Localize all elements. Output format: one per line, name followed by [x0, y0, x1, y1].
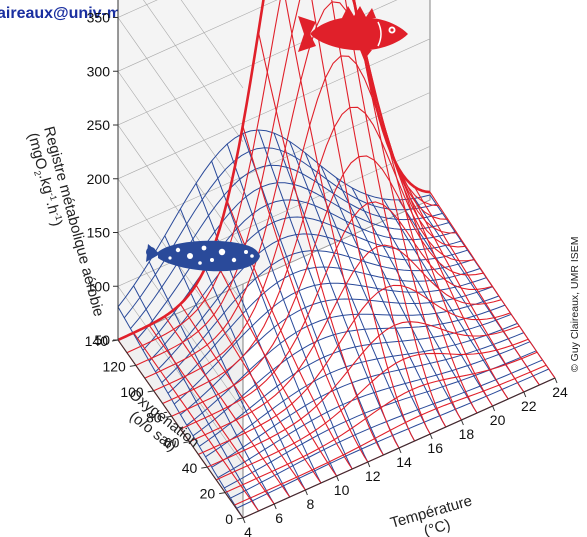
z-tick-label: 350 [87, 10, 111, 26]
blue-surface-temperature-line [320, 165, 447, 428]
red-surface-temperature-line [331, 0, 431, 435]
x-tick-label: 10 [334, 482, 350, 498]
x-tick-mark [523, 391, 527, 398]
red-surface-temperature-line [148, 324, 275, 505]
blue-surface-temperature-line [226, 143, 353, 470]
y-tick-label: 40 [182, 460, 198, 476]
y-tick-mark [129, 364, 136, 367]
x-tick-mark [398, 447, 402, 454]
x-tick-labels: 4 6 8 10 12 14 16 18 20 22 24 [242, 377, 568, 537]
red-surface-temperature-line [413, 186, 540, 386]
z-gridline [143, 0, 244, 142]
red-surface-temperature-line [398, 168, 525, 393]
y-tick-label: 140 [85, 333, 109, 349]
x-tick-label: 16 [427, 440, 443, 456]
red-surface-temperature-line [242, 125, 369, 463]
flatfish-icon [146, 240, 260, 272]
red-surface-temperature-line [344, 0, 447, 428]
blue-surface-temperature-line [382, 198, 509, 400]
z-tick-label: 250 [87, 117, 111, 133]
x-tick-label: 18 [459, 426, 475, 442]
blue-surface-temperature-line [164, 235, 291, 498]
y-tick-label: 60 [164, 435, 180, 451]
x-tick-mark [367, 461, 371, 468]
y-tick-label: 100 [120, 384, 144, 400]
z-tick-label: 50 [94, 332, 110, 348]
x-tick-label: 8 [307, 496, 315, 512]
y-tick-mark [183, 441, 190, 444]
oxygenation-axis [117, 339, 244, 519]
red-surface-ridge [117, 0, 431, 342]
red-surface-temperature-line [311, 0, 416, 442]
z-axis-label-line1: Registre métabolique aérobie [40, 125, 107, 319]
y-tick-mark [219, 492, 226, 495]
red-surface-temperature-line [133, 332, 260, 512]
blue-surface-temperature-line [257, 129, 384, 456]
x-tick-mark [304, 489, 308, 496]
z-gridline [180, 0, 244, 89]
z-tick-label: 100 [87, 278, 111, 294]
y-tick-label: 20 [200, 486, 216, 502]
red-surface-temperature-line [211, 252, 338, 477]
copyright-credit: © Guy Claireaux, UMR ISEM [569, 236, 581, 372]
blue-surface-temperature-line [335, 177, 462, 421]
y-tick-label: 120 [102, 358, 126, 374]
x-tick-label: 24 [552, 384, 568, 400]
y-tick-mark [201, 466, 208, 469]
x-tick-label: 12 [365, 468, 381, 484]
x-tick-label: 6 [275, 510, 283, 526]
x-tick-mark [273, 503, 277, 510]
x-tick-label: 4 [244, 524, 252, 537]
red-surface-temperature-line [429, 191, 556, 379]
x-tick-mark [554, 377, 558, 384]
z-tick-labels: 50100150200250300350400450 [87, 10, 118, 348]
blue-surface-temperature-line [148, 261, 275, 505]
x-axis-label: Température (°C) [388, 492, 474, 537]
x-axis-label-line2: (°C) [422, 516, 452, 537]
y-tick-mark [111, 339, 119, 342]
x-tick-mark [429, 433, 433, 440]
z-tick-label: 300 [87, 63, 111, 79]
z-tick-label: 150 [87, 225, 111, 241]
y-tick-label: 80 [146, 409, 162, 425]
red-surface-temperature-line [257, 31, 384, 456]
blue-surface-temperature-line [242, 133, 369, 463]
y-tick-label: 0 [225, 511, 233, 527]
red-surface-temperature-line [382, 130, 509, 400]
x-tick-mark [242, 517, 246, 524]
red-surface-temperature-line [285, 0, 400, 449]
x-tick-label: 20 [490, 412, 506, 428]
y-tick-mark [236, 517, 244, 520]
fish-icon [298, 6, 408, 60]
blue-surface-temperature-line [117, 306, 244, 519]
x-tick-mark [336, 475, 340, 482]
blue-surface-temperature-line [133, 285, 260, 512]
red-surface-temperature-line [195, 284, 322, 484]
red-surface-temperature-line [353, 0, 478, 414]
x-tick-label: 14 [396, 454, 412, 470]
z-tick-label: 200 [87, 171, 111, 187]
y-tick-mark [165, 415, 172, 418]
x-tick-label: 22 [521, 398, 537, 414]
red-surface-temperature-line [164, 315, 291, 498]
red-surface-temperature-line [367, 69, 494, 407]
y-tick-mark [147, 390, 154, 393]
red-surface-temperature-line [179, 303, 306, 491]
x-tick-mark [492, 405, 496, 412]
x-tick-mark [460, 419, 464, 426]
